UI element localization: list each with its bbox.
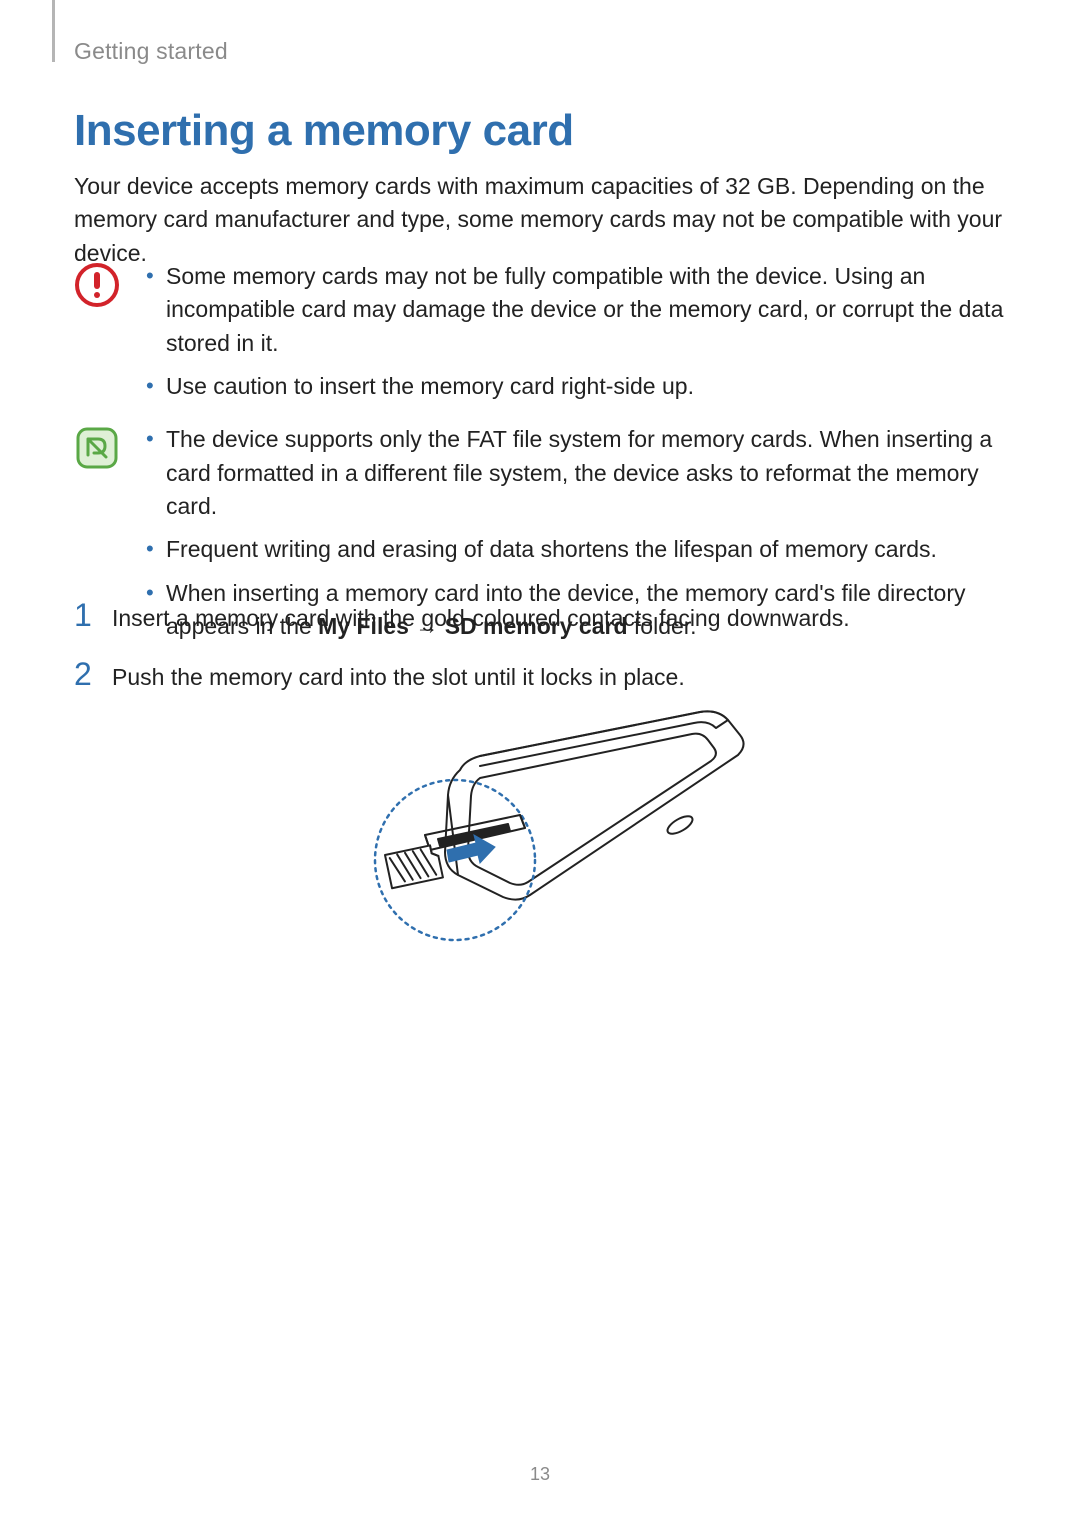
warning-callout: Some memory cards may not be fully compa… xyxy=(74,260,1004,413)
warning-icon xyxy=(74,262,120,308)
list-item: Use caution to insert the memory card ri… xyxy=(142,370,1004,403)
step-item: 2 Push the memory card into the slot unt… xyxy=(74,657,1004,694)
page-number: 13 xyxy=(0,1464,1080,1485)
step-text: Insert a memory card with the gold-colou… xyxy=(108,598,1004,635)
manual-page: Getting started Inserting a memory card … xyxy=(0,0,1080,1527)
step-number: 2 xyxy=(74,658,108,690)
illustration-container xyxy=(0,700,1080,950)
step-number: 1 xyxy=(74,599,108,631)
step-text: Push the memory card into the slot until… xyxy=(108,657,1004,694)
step-item: 1 Insert a memory card with the gold-col… xyxy=(74,598,1004,635)
list-item: Frequent writing and erasing of data sho… xyxy=(142,533,1004,566)
list-item: The device supports only the FAT file sy… xyxy=(142,423,1004,523)
note-icon xyxy=(74,425,120,471)
warning-bullets: Some memory cards may not be fully compa… xyxy=(142,260,1004,403)
warning-body: Some memory cards may not be fully compa… xyxy=(120,260,1004,413)
intro-paragraph: Your device accepts memory cards with ma… xyxy=(74,170,1004,270)
list-item: Some memory cards may not be fully compa… xyxy=(142,260,1004,360)
steps-section: 1 Insert a memory card with the gold-col… xyxy=(74,598,1004,717)
breadcrumb: Getting started xyxy=(74,38,228,65)
margin-tick xyxy=(52,0,55,62)
page-title: Inserting a memory card xyxy=(74,106,574,156)
memory-card-illustration xyxy=(330,700,750,950)
